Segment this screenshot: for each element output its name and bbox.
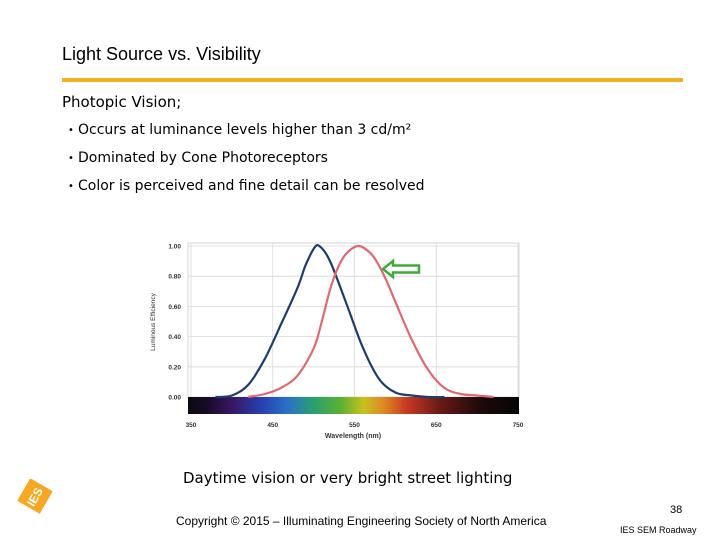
x-tick-label: 750 [513, 422, 524, 429]
x-tick-label: 550 [349, 422, 360, 429]
bullet-list: • Occurs at luminance levels higher than … [68, 121, 425, 205]
chart-caption: Daytime vision or very bright street lig… [183, 469, 513, 487]
bullet-dot-icon: • [68, 153, 74, 164]
bullet-item: • Dominated by Cone Photoreceptors [68, 149, 425, 177]
green-arrow-icon [380, 258, 421, 280]
bullet-dot-icon: • [68, 125, 74, 136]
y-tick-label: 0.60 [168, 304, 181, 311]
copyright-notice: Copyright © 2015 – Illuminating Engineer… [176, 514, 547, 528]
series-line-2 [247, 244, 494, 399]
series-lines [215, 244, 494, 399]
y-tick-label: 0.80 [168, 274, 181, 281]
bullet-text: Color is perceived and fine detail can b… [78, 178, 425, 194]
bullet-dot-icon: • [68, 181, 74, 192]
bullet-item: • Occurs at luminance levels higher than … [68, 121, 425, 149]
x-tick-label: 450 [267, 422, 278, 429]
visible-spectrum-bar [188, 397, 519, 414]
x-axis-label: Wavelength (nm) [325, 433, 381, 440]
x-tick-label: 350 [186, 422, 197, 429]
section-heading: Photopic Vision; [62, 93, 182, 111]
y-axis-ticks: 0.00 0.20 0.40 0.60 0.80 1.00 [168, 244, 181, 402]
series-line-1 [215, 244, 445, 399]
page-number: 38 [670, 504, 683, 516]
x-tick-label: 650 [431, 422, 442, 429]
slide-title: Light Source vs. Visibility [62, 44, 261, 64]
bullet-item: • Color is perceived and fine detail can … [68, 177, 425, 205]
y-tick-label: 1.00 [168, 244, 181, 251]
x-axis-ticks: 350 450 550 650 750 [186, 422, 524, 429]
y-tick-label: 0.20 [168, 364, 181, 371]
y-tick-label: 0.00 [168, 395, 181, 402]
y-tick-label: 0.40 [168, 334, 181, 341]
footer-label: IES SEM Roadway [620, 525, 697, 535]
bullet-text: Dominated by Cone Photoreceptors [78, 150, 328, 166]
ies-logo: IES [17, 479, 53, 514]
title-underline [62, 78, 683, 82]
y-axis-label: Luminous Efficiency [150, 292, 157, 350]
luminous-efficiency-chart: 0.00 0.20 0.40 0.60 0.80 1.00 350 450 550 650 750… [150, 242, 524, 440]
bullet-text: Occurs at luminance levels higher than 3… [78, 122, 412, 138]
